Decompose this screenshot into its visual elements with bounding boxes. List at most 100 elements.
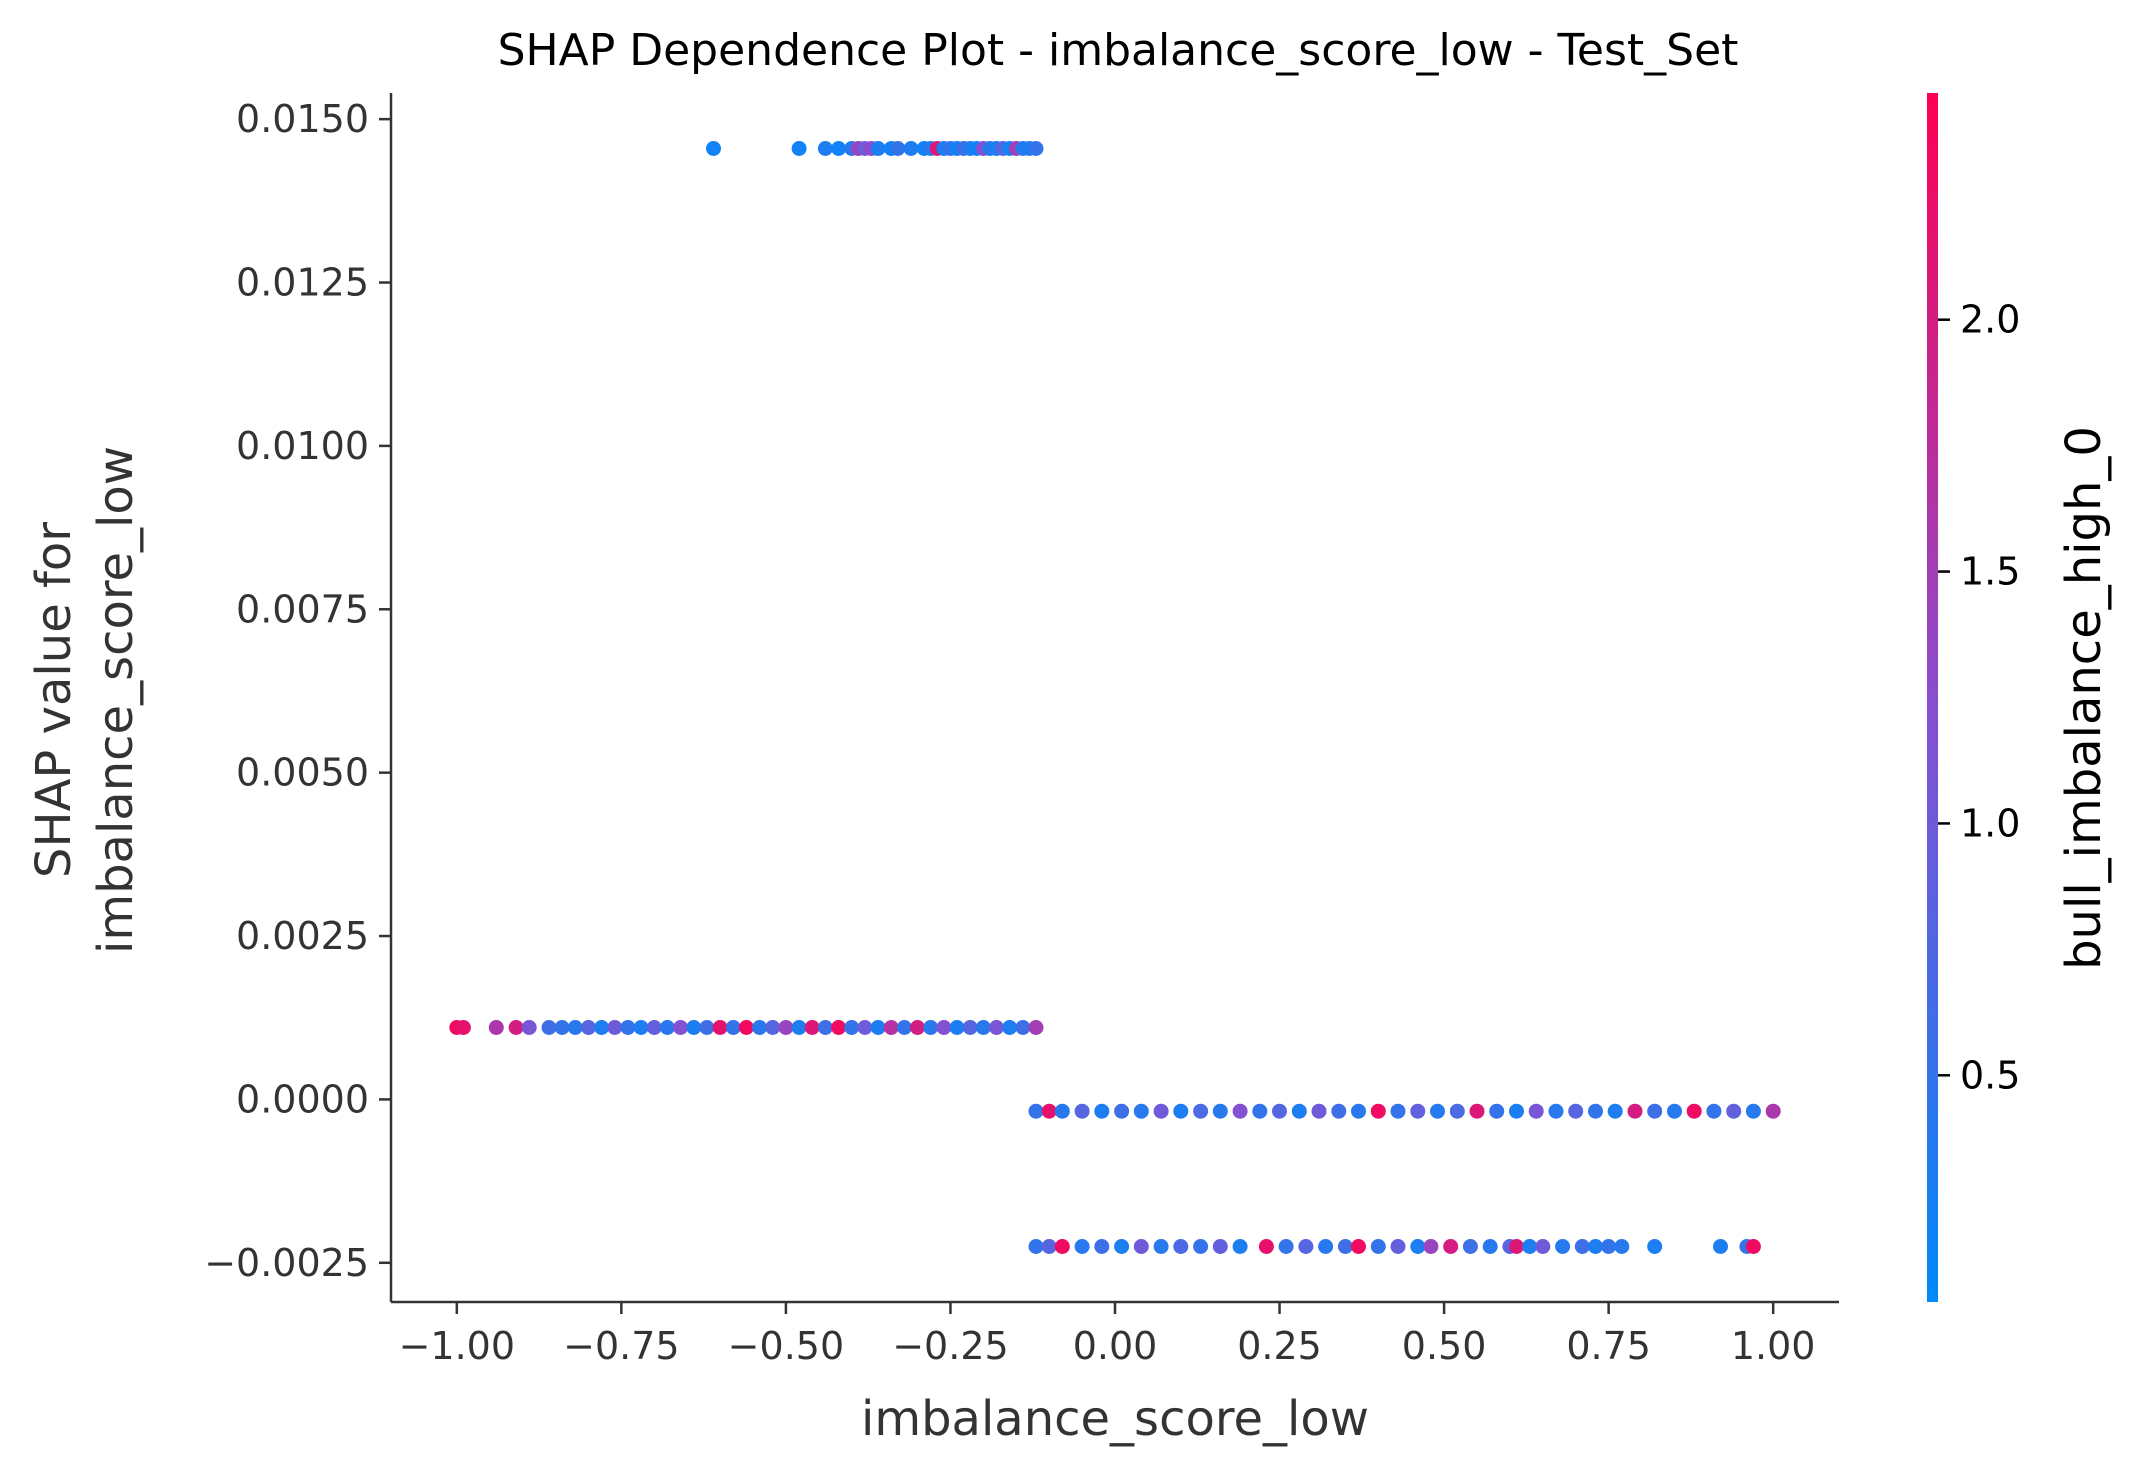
scatter-point [567,1020,583,1035]
scatter-point [712,1020,728,1035]
scatter-point [699,1020,715,1035]
y-axis-ticks: −0.0025 0.0000 0.0025 0.0050 0.0075 0.0100 0.0… [204,97,391,1285]
scatter-point [554,1020,570,1035]
scatter-point [1331,1103,1347,1119]
scatter-point [1212,1239,1228,1254]
scatter-point [1443,1239,1459,1254]
scatter-point [1627,1103,1643,1119]
y-tick-label: 0.0125 [236,261,369,305]
x-tick-label: −0.50 [728,1324,844,1368]
scatter-point [752,1020,768,1035]
scatter-point [1410,1239,1426,1254]
scatter-point [1614,1239,1630,1254]
scatter-point [791,141,807,156]
scatter-point [633,1020,649,1035]
y-tick-label: 0.0075 [236,587,369,631]
scatter-point [1311,1103,1327,1119]
scatter-point [975,1020,991,1035]
scatter-point [1423,1239,1439,1254]
scatter-point [1153,1239,1169,1254]
scatter-point [890,141,906,156]
colorbar-tick-label: 1.5 [1960,550,2020,594]
scatter-point [706,141,721,156]
scatter-point [1667,1103,1682,1119]
scatter-point [1272,1103,1287,1119]
scatter-point [1054,1103,1070,1119]
scatter-point [1706,1103,1722,1119]
scatter-point [738,1020,754,1035]
scatter-point [1588,1239,1603,1254]
scatter-point [541,1020,557,1035]
colorbar-tick-label: 1.0 [1960,801,2020,845]
scatter-point [817,1020,833,1035]
scatter-point [1318,1239,1334,1254]
scatter-point [1015,1020,1031,1035]
x-tick-label: 0.00 [1073,1324,1158,1368]
y-tick-label: −0.0025 [204,1241,369,1285]
scatter-point [1054,1239,1070,1254]
scatter-point [923,1020,939,1035]
scatter-point [1351,1103,1366,1119]
scatter-point [857,1020,873,1035]
colorbar [1927,93,1938,1302]
scatter-point [1041,1239,1057,1254]
scatter-point [817,141,833,156]
y-tick-label: 0.0000 [236,1077,369,1121]
x-tick-label: 0.50 [1402,1324,1487,1368]
scatter-point [831,141,847,156]
scatter-point [1114,1103,1130,1119]
scatter-point [455,1020,471,1035]
scatter-point [1574,1239,1590,1254]
scatter-point [844,1020,860,1035]
scatter-point [1094,1103,1110,1119]
scatter-point [1430,1103,1445,1119]
scatter-point [962,1020,978,1035]
scatter-point [1028,1103,1044,1119]
scatter-point [659,1020,675,1035]
y-axis-label: SHAP value for imbalance_score_low [26,446,144,954]
y-axis-label-line-2: imbalance_score_low [88,446,144,954]
scatter-point [936,1020,952,1035]
scatter-point [903,141,919,156]
scatter-point [1555,1239,1571,1254]
scatter-point [1469,1103,1485,1119]
scatter-point [1153,1103,1169,1119]
x-tick-label: 0.25 [1237,1324,1322,1368]
scatter-point [1232,1239,1248,1254]
scatter-point [1489,1103,1505,1119]
y-tick-label: 0.0100 [236,424,369,468]
scatter-point [1745,1103,1761,1119]
scatter-point [1535,1239,1551,1254]
scatter-point [1258,1239,1274,1254]
scatter-point [673,1020,689,1035]
scatter-point [883,1020,899,1035]
scatter-point [1726,1103,1742,1119]
x-tick-label: −0.75 [563,1324,679,1368]
scatter-point [1390,1239,1406,1254]
scatter-point [1193,1103,1209,1119]
y-tick-label: 0.0150 [236,97,369,141]
scatter-point [1686,1103,1702,1119]
scatter-point [1298,1239,1314,1254]
scatter-point [488,1020,504,1035]
scatter-point [620,1020,636,1035]
scatter-point [1133,1239,1149,1254]
scatter-point [1337,1239,1353,1254]
x-axis-label: imbalance_score_low [861,1391,1369,1447]
scatter-point [1041,1103,1057,1119]
scatter-point [1002,1020,1018,1035]
scatter-point [594,1020,610,1035]
scatter-point [1601,1239,1617,1254]
scatter-point [1074,1103,1090,1119]
scatter-point [1528,1103,1544,1119]
scatter-point [1351,1239,1366,1254]
scatter-point [1548,1103,1564,1119]
scatter-point [725,1020,741,1035]
scatter-point [870,141,886,156]
scatter-point [1114,1239,1130,1254]
scatter-point [1588,1103,1603,1119]
scatter-point [1252,1103,1268,1119]
scatter-points [449,141,1781,1254]
scatter-point [831,1020,847,1035]
scatter-point [1193,1239,1209,1254]
